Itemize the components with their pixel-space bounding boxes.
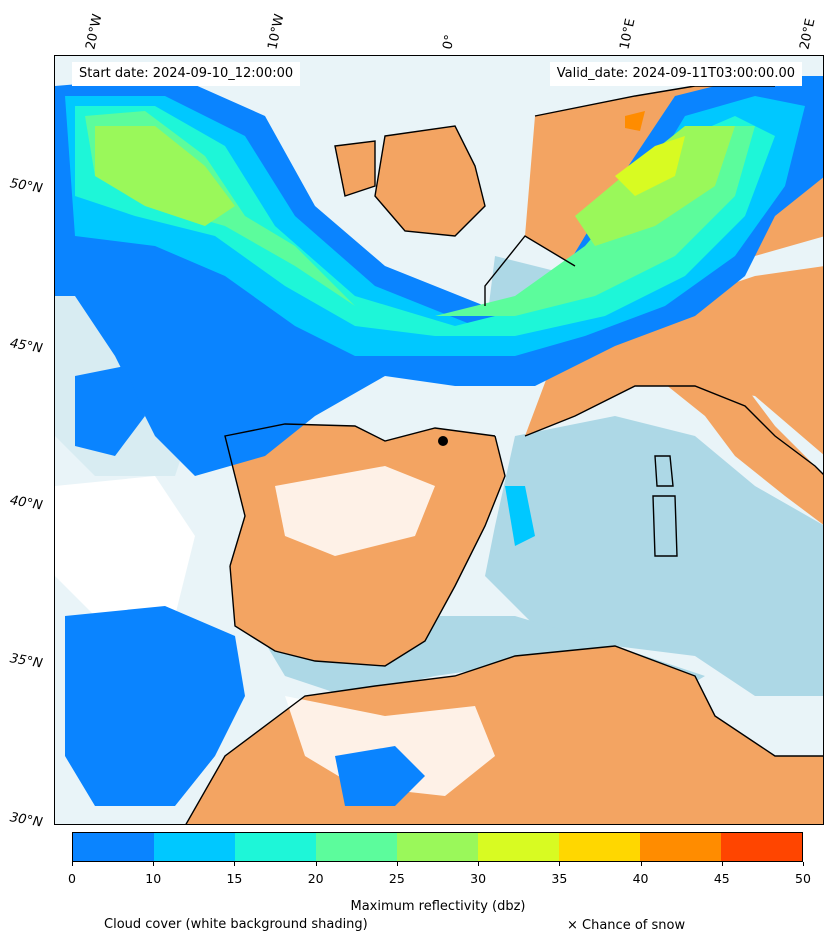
colorbar-tick-label: 50 [795, 871, 811, 886]
colorbar-title: Maximum reflectivity (dbz) [350, 899, 526, 914]
colorbar-segment [478, 833, 559, 861]
reflectivity-cell-40-45 [625, 111, 645, 131]
colorbar-tick-label: 40 [632, 871, 649, 886]
lat-label-30n: 30°N [8, 810, 44, 831]
central-europe-land [525, 266, 823, 455]
britain-land [375, 126, 485, 236]
lon-label-20e: 20°E [797, 17, 819, 52]
colorbar-tick-mark [396, 862, 398, 866]
italy-land [655, 366, 823, 525]
colorbar-tick-mark [803, 862, 804, 866]
lon-label-20w: 20°W [83, 12, 106, 51]
colorbar-tick-mark [640, 862, 642, 866]
reflectivity-colorbar [72, 832, 803, 862]
lat-label-35n: 35°N [8, 651, 44, 672]
reflectivity-band-20-25 [85, 111, 755, 316]
lon-label-10e: 10°E [617, 17, 639, 52]
colorbar-tick-label: 10 [145, 871, 162, 886]
colorbar-segment [154, 833, 235, 861]
colorbar-tick-label: 25 [388, 871, 405, 886]
cloud-cover-note: Cloud cover (white background shading) [104, 917, 368, 932]
lat-label-45n: 45°N [8, 336, 44, 357]
colorbar-segment [235, 833, 316, 861]
cloud-over-africa [285, 696, 495, 796]
colorbar-segment [721, 833, 802, 861]
reflectivity-map [55, 56, 823, 824]
lat-label-50n: 50°N [8, 176, 44, 197]
lon-label-10w: 10°W [265, 12, 288, 51]
colorbar-tick-label: 15 [226, 871, 243, 886]
cloud-atlantic-south [55, 476, 195, 616]
colorbar-tick-mark [153, 862, 155, 866]
colorbar-tick-label: 30 [470, 871, 487, 886]
coastlines [185, 85, 823, 824]
valid-date-label: Valid_date: 2024-09-11T03:00:00.00 [549, 62, 802, 86]
lat-label-40n: 40°N [8, 493, 44, 514]
marker-dot [438, 436, 448, 446]
colorbar-tick-mark [478, 862, 480, 866]
cloud-over-iberia [275, 466, 435, 556]
reflectivity-core-atlantic [95, 126, 235, 226]
reflectivity-cells-africa [335, 746, 425, 806]
colorbar-tick-mark [72, 862, 73, 866]
colorbar-tick-mark [721, 862, 723, 866]
colorbar-segment [316, 833, 397, 861]
colorbar-tick-label: 20 [307, 871, 324, 886]
reflectivity-cells-southwest [65, 606, 245, 806]
colorbar-tick-label: 35 [551, 871, 568, 886]
map-panel [54, 55, 824, 825]
colorbar-segment [640, 833, 721, 861]
colorbar-tick-mark [234, 862, 236, 866]
colorbar-segment [559, 833, 640, 861]
snow-legend: × Chance of snow [567, 918, 686, 933]
colorbar-segment [397, 833, 478, 861]
colorbar-tick-label: 0 [68, 871, 76, 886]
colorbar-segment [73, 833, 154, 861]
colorbar-tick-label: 45 [713, 871, 730, 886]
ireland-land [335, 141, 375, 196]
start-date-label: Start date: 2024-09-10_12:00:00 [72, 62, 301, 86]
colorbar-tick-mark [559, 862, 561, 866]
reflectivity-core-30-35 [615, 136, 685, 196]
colorbar-tick-mark [315, 862, 317, 866]
lon-label-0: 0° [440, 33, 459, 51]
mediterranean-sea-cloud [485, 416, 823, 696]
reflectivity-cell-baleares [505, 486, 535, 546]
reflectivity-cells-west [75, 366, 145, 456]
